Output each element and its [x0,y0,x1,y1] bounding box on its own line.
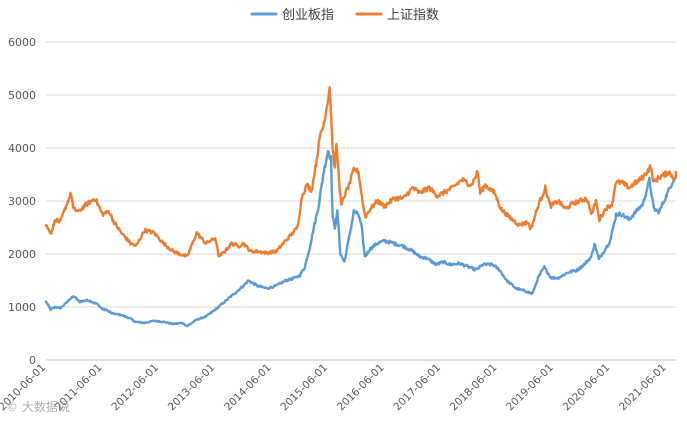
x-tick-label: 2016-06-01 [335,362,387,414]
y-tick-label: 0 [29,354,36,367]
series-lines [44,86,678,328]
x-tick-label: 2015-06-01 [279,362,331,414]
series-line-sse [44,86,678,258]
x-tick-label: 2012-06-01 [109,362,161,414]
y-tick-label: 6000 [8,36,36,49]
series-line-chinext [44,149,678,328]
x-tick-label: 2014-06-01 [222,362,274,414]
x-tick-label: 2019-06-01 [504,362,556,414]
y-tick-label: 5000 [8,89,36,102]
x-tick-label: 2013-06-01 [166,362,218,414]
x-axis-ticks: 2010-06-01 2011-06-01 2012-06-01 2013-06-01… [0,362,669,414]
x-tick-label: 2020-06-01 [561,362,613,414]
x-tick-label: 2018-06-01 [448,362,500,414]
y-tick-label: 3000 [8,195,36,208]
legend-label: 上证指数 [387,8,439,23]
y-gridlines [46,41,676,361]
y-tick-label: 1000 [8,301,36,314]
x-tick-label: 2017-06-01 [391,362,443,414]
y-tick-label: 4000 [8,142,36,155]
watermark-label: © 大数据说 [6,400,70,414]
x-tick-label: 2021-06-01 [617,362,669,414]
legend: 创业板指 上证指数 [250,8,439,23]
y-axis-ticks: 0 1000 2000 3000 4000 5000 6000 [8,36,36,367]
legend-label: 创业板指 [282,8,334,23]
y-tick-label: 2000 [8,248,36,261]
